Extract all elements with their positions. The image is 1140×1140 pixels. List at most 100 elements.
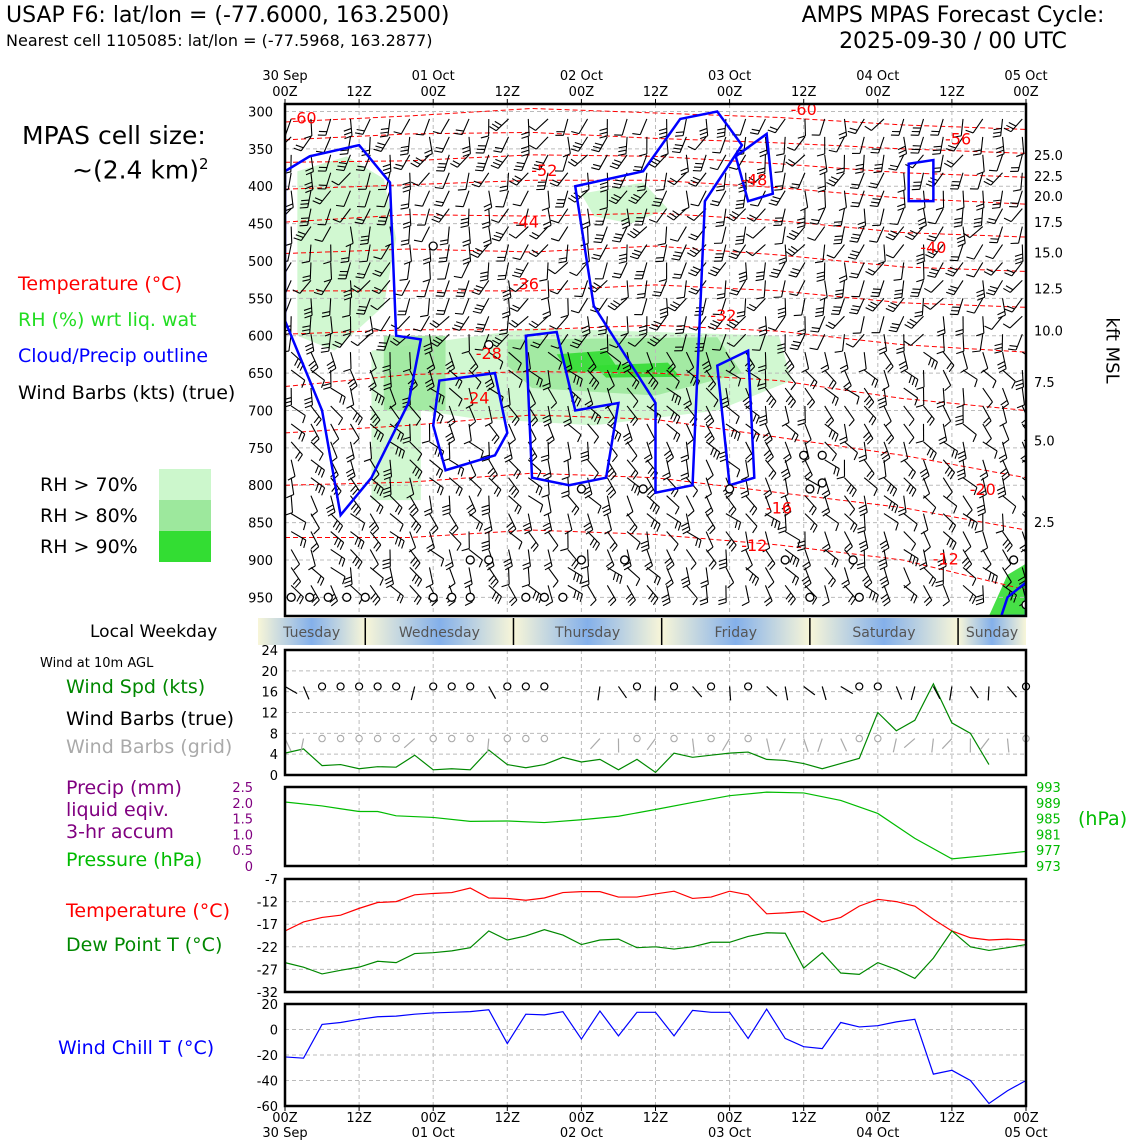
wind-barb <box>962 423 977 443</box>
wind-barb-feather <box>937 332 946 337</box>
wind-barb-shaft <box>1001 298 1006 316</box>
wind-barb-feather <box>615 233 624 236</box>
wind-barb <box>797 316 806 337</box>
wind-barb-feather <box>542 221 551 226</box>
wind-barb-shaft <box>389 441 405 452</box>
wind-barb-feather <box>908 375 913 384</box>
wind-barb <box>628 190 648 205</box>
wind-barb-feather <box>1015 260 1024 265</box>
wind-barb-feather <box>466 503 474 510</box>
wind-barb-shaft <box>488 513 493 531</box>
wind-barb-feather <box>954 450 959 459</box>
wind-barb-feather <box>313 599 320 607</box>
wind-barb <box>567 423 582 443</box>
wind-barb-feather <box>698 540 702 549</box>
wind-barb-feather <box>593 282 601 288</box>
wind-barb-feather <box>462 149 471 154</box>
wind-barb-shaft <box>527 352 531 370</box>
wind-barb-shaft <box>843 352 849 369</box>
wind-barb-feather <box>728 505 735 513</box>
wind-barb-feather <box>594 237 603 240</box>
wind-barb-feather <box>402 189 411 193</box>
wind-speed-line <box>284 682 990 774</box>
wind-barb-feather <box>834 398 839 406</box>
wind-barb-shaft <box>577 136 589 152</box>
wind-barb-true <box>949 686 953 701</box>
wind-barb <box>436 154 450 172</box>
wind-barb <box>593 226 608 244</box>
wind-barb-shaft <box>923 351 938 363</box>
wind-barb-feather <box>599 127 608 132</box>
wind-barb-feather <box>410 162 418 168</box>
wind-barb-shaft <box>626 423 633 441</box>
wind-barb-feather <box>535 485 540 494</box>
wind-barb-feather <box>676 416 681 425</box>
wind-barb-feather <box>491 434 498 442</box>
wind-barb-feather <box>1006 124 1014 130</box>
wind-barb-feather <box>700 580 709 585</box>
wind-barb-feather <box>735 416 740 425</box>
pressure-tick-label: 993 <box>1036 781 1061 796</box>
wind-barb-feather <box>704 507 712 514</box>
temperature-panel: -32-27-22-17-12-7 <box>257 873 1028 1001</box>
wind-barb-shaft <box>883 567 890 584</box>
wind-barb <box>605 549 615 571</box>
wind-barb-feather <box>831 395 836 404</box>
wind-barb <box>675 118 687 137</box>
wind-barb-feather <box>399 524 404 532</box>
wind-barb <box>550 208 569 224</box>
wind-barb-shaft <box>523 208 529 226</box>
wind-barb-shaft <box>423 118 431 136</box>
wind-barb-shaft <box>745 262 748 280</box>
wind-barb-feather <box>481 221 490 225</box>
wind-barb <box>305 334 315 355</box>
wind-barb-shaft <box>429 549 444 560</box>
wind-barb-shaft <box>794 136 806 151</box>
wind-barb <box>409 441 423 462</box>
wind-barb-feather <box>597 332 607 336</box>
weekday-name: Saturday <box>852 625 915 641</box>
wind-barb-feather <box>673 543 679 552</box>
wind-barb-feather <box>376 205 385 208</box>
wind-barb <box>335 190 351 207</box>
wind-barb-feather <box>781 471 790 478</box>
wind-barb-shaft <box>408 226 411 244</box>
wind-barb-feather <box>275 142 282 146</box>
wind-barb-shaft <box>389 477 392 495</box>
wind-barb <box>350 333 371 347</box>
wind-barb-feather <box>754 578 760 586</box>
wind-calm-true <box>336 682 345 691</box>
wind-barb-feather <box>652 504 658 512</box>
wind-barb-feather <box>706 474 714 481</box>
wind-barb <box>369 585 381 606</box>
wind-barb-feather <box>953 225 962 228</box>
wind-barb-shaft <box>700 154 707 172</box>
wind-barb-feather <box>532 341 541 346</box>
wind-barb-shaft <box>567 513 573 531</box>
wind-barb <box>508 585 518 607</box>
calm-wind-marker <box>780 555 790 565</box>
wind-barb-feather <box>858 454 867 459</box>
wind-barb <box>606 585 617 607</box>
wind-barb <box>942 351 955 373</box>
wind-barb-feather <box>888 168 897 171</box>
wind-barb-true <box>766 686 778 697</box>
wind-barb-feather <box>617 362 622 371</box>
wind-barb-shaft <box>666 495 680 508</box>
wind-barb <box>389 584 404 604</box>
wind-barb-shaft <box>973 262 984 278</box>
wind-barb-feather <box>435 295 444 297</box>
wind-barb-shaft <box>310 154 314 172</box>
wind-barb-shaft <box>824 441 837 455</box>
wind-barb-feather <box>713 449 718 458</box>
wind-barb-feather <box>847 256 856 260</box>
wind-barb <box>542 370 551 391</box>
wind-barb-feather <box>304 404 313 409</box>
wind-barb <box>460 208 470 228</box>
wind-calm-grid <box>373 734 382 743</box>
wind-barb-shaft <box>349 118 353 136</box>
wind-barb-feather <box>495 158 503 163</box>
wind-barb <box>389 513 404 532</box>
wind-barb <box>310 369 326 388</box>
wind-barb-feather <box>388 403 397 410</box>
